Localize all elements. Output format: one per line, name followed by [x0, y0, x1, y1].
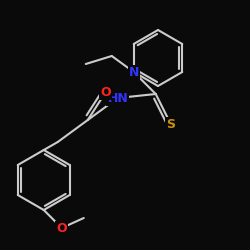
Text: N: N	[128, 66, 139, 78]
Text: HN: HN	[108, 92, 128, 104]
Text: O: O	[56, 222, 67, 234]
Text: S: S	[166, 118, 175, 130]
Text: O: O	[100, 86, 111, 98]
